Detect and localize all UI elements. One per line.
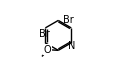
Text: Br: Br [63, 15, 74, 25]
Text: Br: Br [39, 29, 49, 39]
Text: N: N [68, 41, 76, 51]
Text: O: O [44, 45, 51, 55]
